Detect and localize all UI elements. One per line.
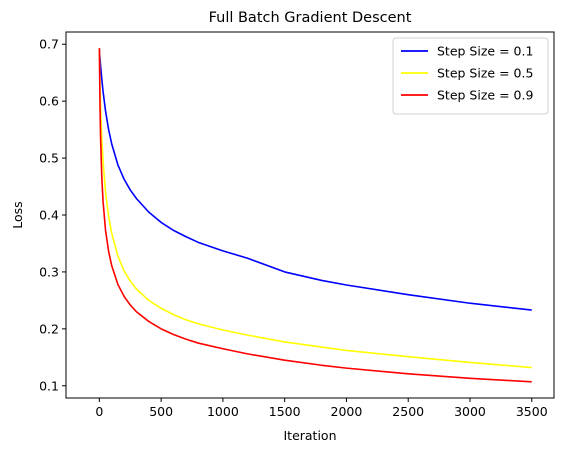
y-tick-label: 0.7 [39,37,59,52]
legend-label: Step Size = 0.5 [437,66,533,81]
chart-title: Full Batch Gradient Descent [209,10,412,26]
y-tick-label: 0.4 [39,208,59,223]
legend: Step Size = 0.1 Step Size = 0.5 Step Size … [392,37,549,115]
series-layer [98,48,532,383]
x-tick-label: 1500 [269,404,301,419]
y-axis-label: Loss [10,201,25,228]
series-line-2 [98,48,532,369]
y-tick-label: 0.1 [39,378,59,393]
legend-box [392,37,549,115]
x-tick-label: 3500 [516,404,548,419]
legend-label: Step Size = 0.9 [437,88,533,103]
x-tick-label: 1000 [207,404,239,419]
y-tick-label: 0.2 [39,321,59,336]
x-axis-label: Iteration [283,428,336,443]
series-line-3 [98,48,532,383]
y-axis: 0.1 0.2 0.3 0.4 0.5 0.6 0.7 [39,37,66,393]
x-tick-label: 2000 [331,404,363,419]
x-tick-label: 0 [95,404,103,419]
y-tick-label: 0.5 [39,151,59,166]
x-tick-label: 2500 [392,404,424,419]
y-tick-label: 0.6 [39,94,59,109]
x-tick-label: 500 [149,404,173,419]
series-line-1 [98,48,532,311]
x-tick-label: 3000 [454,404,486,419]
legend-label: Step Size = 0.1 [437,44,533,59]
y-tick-label: 0.3 [39,264,59,279]
x-axis: 0 500 1000 1500 2000 2500 3000 3500 [95,398,548,419]
